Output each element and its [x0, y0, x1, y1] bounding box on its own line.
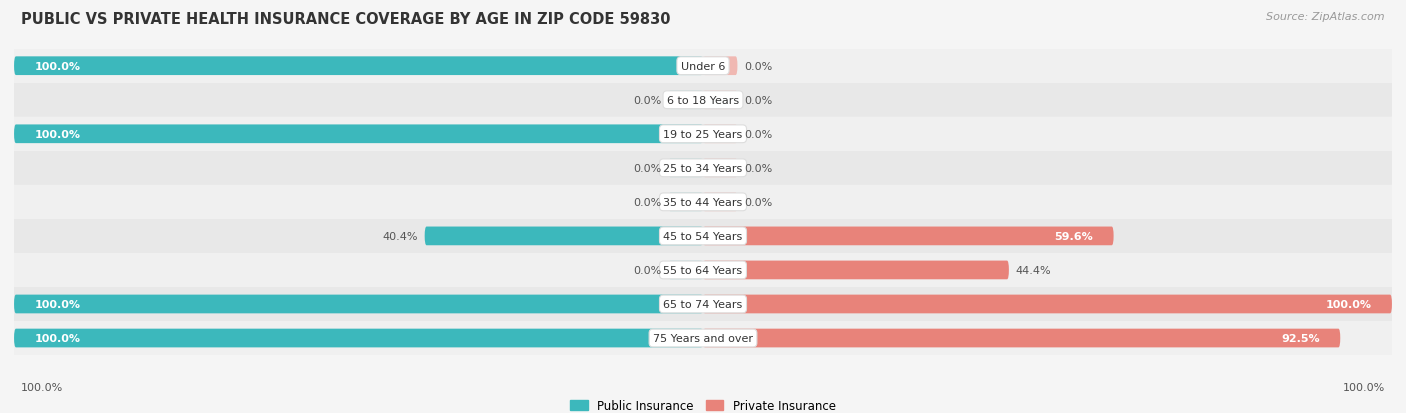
- FancyBboxPatch shape: [425, 227, 703, 246]
- Text: 75 Years and over: 75 Years and over: [652, 333, 754, 343]
- Text: 100.0%: 100.0%: [1343, 382, 1385, 392]
- FancyBboxPatch shape: [703, 329, 1340, 348]
- FancyBboxPatch shape: [703, 261, 1010, 280]
- FancyBboxPatch shape: [14, 185, 1392, 219]
- FancyBboxPatch shape: [14, 295, 703, 313]
- FancyBboxPatch shape: [703, 193, 738, 212]
- Text: PUBLIC VS PRIVATE HEALTH INSURANCE COVERAGE BY AGE IN ZIP CODE 59830: PUBLIC VS PRIVATE HEALTH INSURANCE COVER…: [21, 12, 671, 27]
- FancyBboxPatch shape: [14, 152, 1392, 185]
- Text: 0.0%: 0.0%: [634, 95, 662, 105]
- Text: 100.0%: 100.0%: [35, 62, 80, 71]
- Text: Under 6: Under 6: [681, 62, 725, 71]
- Legend: Public Insurance, Private Insurance: Public Insurance, Private Insurance: [565, 394, 841, 413]
- FancyBboxPatch shape: [703, 159, 738, 178]
- Text: 0.0%: 0.0%: [634, 197, 662, 207]
- Text: 65 to 74 Years: 65 to 74 Years: [664, 299, 742, 309]
- FancyBboxPatch shape: [703, 295, 1392, 313]
- Text: 0.0%: 0.0%: [744, 95, 772, 105]
- FancyBboxPatch shape: [703, 57, 738, 76]
- FancyBboxPatch shape: [14, 253, 1392, 287]
- FancyBboxPatch shape: [14, 287, 1392, 321]
- FancyBboxPatch shape: [703, 227, 1114, 246]
- FancyBboxPatch shape: [14, 125, 703, 144]
- Text: 35 to 44 Years: 35 to 44 Years: [664, 197, 742, 207]
- Text: 100.0%: 100.0%: [21, 382, 63, 392]
- FancyBboxPatch shape: [669, 159, 703, 178]
- FancyBboxPatch shape: [703, 91, 738, 110]
- Text: 44.4%: 44.4%: [1015, 265, 1052, 275]
- Text: 0.0%: 0.0%: [634, 265, 662, 275]
- Text: 0.0%: 0.0%: [744, 129, 772, 140]
- Text: 92.5%: 92.5%: [1281, 333, 1320, 343]
- Text: 45 to 54 Years: 45 to 54 Years: [664, 231, 742, 241]
- Text: Source: ZipAtlas.com: Source: ZipAtlas.com: [1267, 12, 1385, 22]
- Text: 0.0%: 0.0%: [744, 164, 772, 173]
- FancyBboxPatch shape: [14, 329, 703, 348]
- FancyBboxPatch shape: [14, 321, 1392, 355]
- Text: 100.0%: 100.0%: [35, 299, 80, 309]
- Text: 100.0%: 100.0%: [35, 333, 80, 343]
- Text: 0.0%: 0.0%: [744, 62, 772, 71]
- Text: 25 to 34 Years: 25 to 34 Years: [664, 164, 742, 173]
- FancyBboxPatch shape: [669, 261, 703, 280]
- Text: 100.0%: 100.0%: [1326, 299, 1371, 309]
- Text: 0.0%: 0.0%: [634, 164, 662, 173]
- Text: 55 to 64 Years: 55 to 64 Years: [664, 265, 742, 275]
- Text: 6 to 18 Years: 6 to 18 Years: [666, 95, 740, 105]
- FancyBboxPatch shape: [14, 57, 703, 76]
- Text: 40.4%: 40.4%: [382, 231, 418, 241]
- Text: 19 to 25 Years: 19 to 25 Years: [664, 129, 742, 140]
- FancyBboxPatch shape: [14, 50, 1392, 83]
- Text: 100.0%: 100.0%: [35, 129, 80, 140]
- Text: 59.6%: 59.6%: [1054, 231, 1092, 241]
- FancyBboxPatch shape: [669, 193, 703, 212]
- Text: 0.0%: 0.0%: [744, 197, 772, 207]
- FancyBboxPatch shape: [669, 91, 703, 110]
- FancyBboxPatch shape: [14, 117, 1392, 152]
- FancyBboxPatch shape: [14, 83, 1392, 117]
- FancyBboxPatch shape: [14, 219, 1392, 253]
- FancyBboxPatch shape: [703, 125, 738, 144]
